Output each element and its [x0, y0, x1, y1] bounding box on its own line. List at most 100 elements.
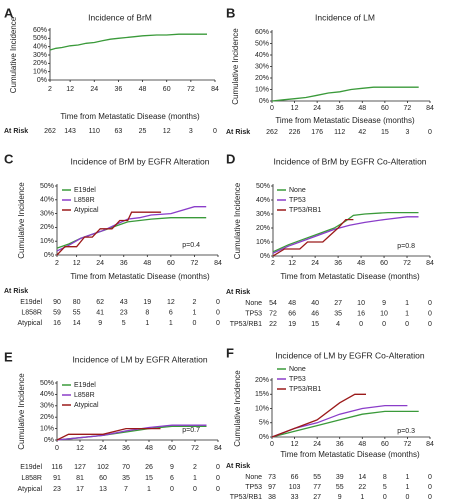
risk-count: 55 — [73, 309, 81, 316]
risk-count: 176 — [311, 129, 323, 136]
risk-count: 0 — [405, 321, 409, 328]
panel-label: F — [226, 345, 234, 360]
y-axis-label: Cumulative Incidence — [233, 182, 242, 259]
x-tick-label: 60 — [380, 260, 388, 267]
incidence-curve — [56, 424, 207, 441]
risk-count: 80 — [73, 299, 81, 306]
x-tick-label: 36 — [336, 105, 344, 112]
x-tick-label: 24 — [311, 260, 319, 267]
risk-count: 9 — [338, 494, 342, 500]
risk-count: 91 — [53, 475, 61, 482]
legend-label: L858R — [74, 392, 95, 399]
risk-count: 41 — [96, 309, 104, 316]
risk-count: 1 — [193, 475, 197, 482]
risk-count: 1 — [405, 310, 409, 317]
y-tick-label: 50% — [256, 183, 270, 190]
risk-row-label: L858R — [21, 309, 42, 316]
x-tick-label: 84 — [426, 441, 434, 448]
risk-count: 14 — [73, 320, 81, 327]
risk-count: 5 — [122, 320, 126, 327]
risk-count: 0 — [213, 128, 217, 135]
risk-count: 9 — [170, 464, 174, 471]
y-tick-label: 10% — [256, 239, 270, 246]
x-tick-label: 48 — [145, 445, 153, 452]
y-tick-label: 15% — [255, 391, 269, 398]
risk-count: 0 — [192, 320, 196, 327]
x-tick-label: 0 — [270, 105, 274, 112]
risk-count: 0 — [216, 475, 220, 482]
x-tick-label: 24 — [96, 260, 104, 267]
x-tick-label: 84 — [214, 445, 222, 452]
risk-count: 112 — [334, 129, 345, 136]
incidence-curve — [271, 410, 419, 438]
risk-count: 1 — [405, 300, 409, 307]
legend-label: Atypical — [74, 207, 99, 214]
y-axis-label: Cumulative Incidence — [233, 370, 242, 447]
risk-count: 1 — [405, 474, 409, 481]
risk-count: 13 — [99, 486, 107, 493]
risk-row-label: L858R — [21, 475, 42, 482]
panel-label: C — [4, 151, 14, 166]
risk-count: 81 — [76, 475, 84, 482]
y-tick-label: 40% — [256, 197, 270, 204]
incidence-curve — [272, 211, 419, 253]
chart-title: Incidence of BrM — [88, 12, 152, 22]
y-axis-label: Cumulative Incidence — [231, 28, 240, 105]
risk-count: 55 — [313, 474, 321, 481]
x-tick-label: 12 — [73, 260, 81, 267]
y-tick-label: 30% — [40, 403, 54, 410]
risk-count: 54 — [269, 300, 277, 307]
risk-title: At Risk — [4, 288, 28, 295]
x-tick-label: 60 — [163, 86, 171, 93]
x-tick-label: 72 — [191, 260, 199, 267]
risk-row-label: E19del — [20, 464, 42, 471]
risk-count: 0 — [359, 321, 363, 328]
chart-title: Incidence of LM — [315, 12, 375, 22]
risk-count: 110 — [89, 128, 100, 135]
risk-count: 27 — [334, 300, 342, 307]
risk-count: 19 — [143, 299, 151, 306]
incidence-curve — [271, 86, 419, 102]
p-value: p=0.7 — [182, 427, 200, 434]
risk-count: 12 — [163, 128, 171, 135]
x-tick-label: 72 — [404, 441, 412, 448]
risk-title: At Risk — [226, 129, 250, 136]
legend-label: TP53/RB1 — [289, 386, 321, 393]
x-tick-label: 84 — [214, 260, 222, 267]
risk-count: 16 — [357, 310, 365, 317]
chart-title: Incidence of LM by EGFR Alteration — [72, 354, 207, 364]
risk-count: 15 — [311, 321, 319, 328]
risk-count: 2 — [192, 299, 196, 306]
p-value: p=0.8 — [397, 243, 415, 250]
risk-count: 43 — [120, 299, 128, 306]
y-tick-label: 20% — [255, 75, 269, 82]
panel-label: A — [4, 5, 14, 20]
y-tick-label: 40% — [40, 391, 54, 398]
risk-count: 0 — [428, 321, 432, 328]
risk-row-label: None — [245, 474, 262, 481]
risk-count: 12 — [167, 299, 175, 306]
x-tick-label: 48 — [357, 260, 365, 267]
y-tick-label: 50% — [33, 35, 47, 42]
x-axis-label: Time from Metastatic Disease (months) — [275, 116, 415, 125]
x-tick-label: 60 — [167, 260, 175, 267]
x-tick-label: 24 — [90, 86, 98, 93]
x-axis-label: Time from Metastatic Disease (months) — [60, 112, 200, 121]
incidence-curve — [271, 393, 366, 438]
risk-title: At Risk — [4, 128, 28, 135]
risk-count: 7 — [124, 486, 128, 493]
risk-row-label: TP53 — [245, 484, 262, 491]
x-tick-label: 24 — [99, 445, 107, 452]
y-tick-label: 20% — [33, 60, 47, 67]
risk-count: 9 — [382, 300, 386, 307]
y-tick-label: 30% — [40, 210, 54, 217]
y-tick-label: 40% — [40, 197, 54, 204]
risk-count: 15 — [145, 475, 153, 482]
risk-count: 66 — [288, 310, 296, 317]
x-tick-label: 12 — [291, 105, 299, 112]
y-tick-label: 10% — [40, 425, 54, 432]
y-tick-label: 5% — [259, 420, 269, 427]
x-tick-label: 0 — [55, 445, 59, 452]
x-axis-label: Time from Metastatic Disease (months) — [280, 272, 420, 281]
risk-count: 103 — [289, 484, 301, 491]
